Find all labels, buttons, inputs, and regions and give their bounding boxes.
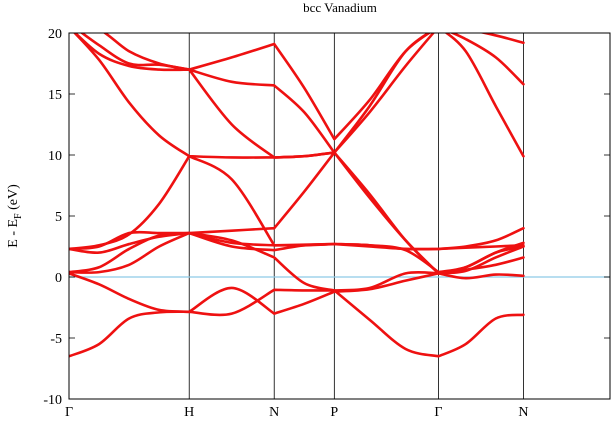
band-line — [79, 33, 525, 159]
y-tick-label: 5 — [55, 210, 62, 225]
y-tick-label: -5 — [50, 332, 62, 347]
y-axis-label-sub: F — [13, 213, 24, 219]
band-line — [69, 231, 525, 292]
y-axis-label-main: E - E — [6, 219, 21, 248]
band-layer — [69, 33, 525, 358]
x-tick-label: Γ — [434, 405, 442, 420]
x-tick-label: N — [518, 405, 528, 420]
x-tick-label: Γ — [65, 405, 73, 420]
x-tick-label: N — [269, 405, 279, 420]
grid-layer — [188, 33, 524, 399]
band-line — [73, 33, 525, 158]
y-tick-label: 10 — [48, 149, 62, 164]
y-axis-label-tail: (eV) — [6, 184, 21, 213]
x-tick-label: P — [330, 405, 338, 420]
chart-title: bcc Vanadium — [303, 0, 377, 15]
band-line — [69, 231, 525, 274]
axis-layer: Γ H N P Γ N -10 -5 0 5 10 15 20 — [43, 27, 610, 420]
y-axis-label: E - EF (eV) — [6, 184, 24, 248]
y-tick-label: 0 — [55, 271, 62, 286]
y-tick-label: 15 — [48, 88, 62, 103]
x-tick-label: H — [184, 405, 194, 420]
plot-frame — [68, 32, 611, 400]
band-line — [69, 151, 525, 275]
y-tick-label: -10 — [43, 393, 62, 408]
band-line — [69, 272, 525, 315]
band-line — [69, 231, 525, 274]
y-tick-label: 20 — [48, 27, 62, 42]
band-line — [69, 288, 525, 358]
band-line — [102, 33, 525, 141]
